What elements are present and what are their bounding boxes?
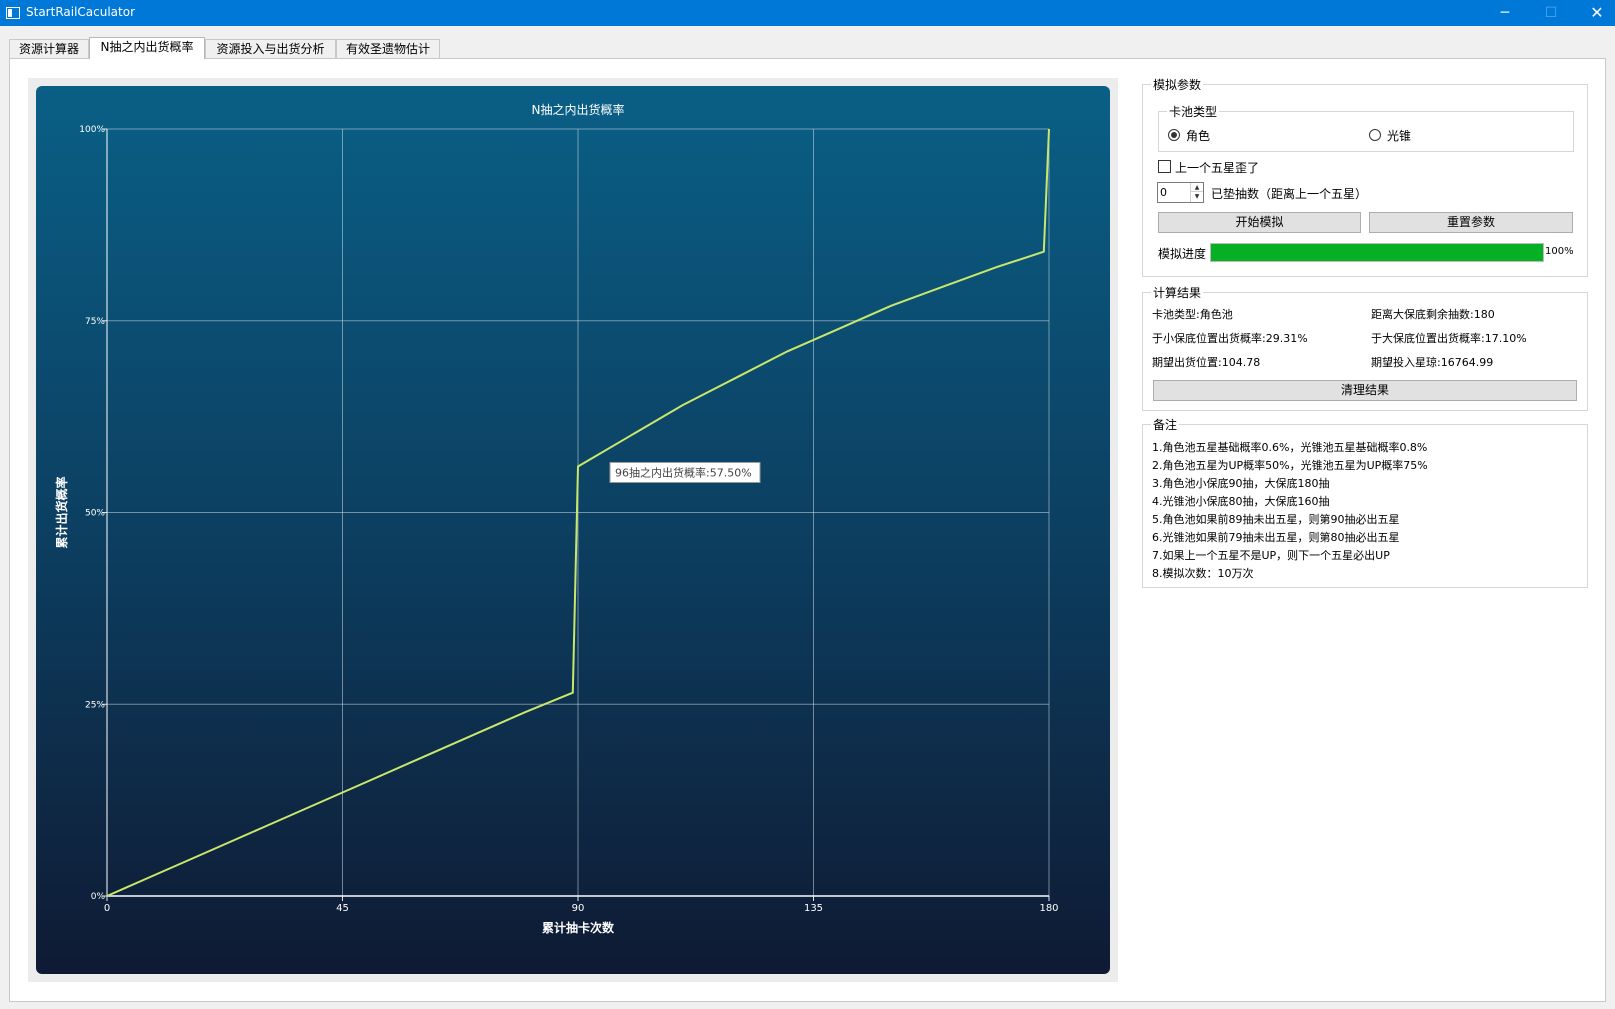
y-tick-label: 0% bbox=[91, 892, 106, 902]
x-tick-label: 90 bbox=[572, 903, 585, 914]
y-tick-label: 100% bbox=[79, 125, 105, 135]
minimize-button[interactable]: ─ bbox=[1500, 5, 1510, 21]
y-axis-label: 累计出货概率 bbox=[54, 476, 69, 548]
note-item: 6.光锥池如果前79抽未出五星，则第80抽必出五星 bbox=[1152, 531, 1400, 544]
maximize-button[interactable]: ☐ bbox=[1544, 5, 1558, 21]
y-tick-label: 50% bbox=[85, 509, 105, 519]
notes-group: 备注 bbox=[1142, 416, 1588, 588]
tab-resource-calculator[interactable]: 资源计算器 bbox=[9, 39, 89, 59]
probability-line bbox=[106, 128, 1050, 897]
tab-relic-estimate[interactable]: 有效圣遗物估计 bbox=[336, 39, 440, 59]
reset-params-button[interactable]: 重置参数 bbox=[1369, 212, 1573, 233]
y-tick-label: 25% bbox=[85, 700, 105, 710]
radio-character-label: 角色 bbox=[1186, 129, 1211, 143]
tab-n-pull-probability[interactable]: N抽之内出货概率 bbox=[89, 37, 205, 59]
close-button[interactable]: ✕ bbox=[1590, 3, 1604, 22]
result-pool-type: 卡池类型:角色池 bbox=[1152, 308, 1233, 321]
app-icon bbox=[6, 7, 20, 19]
note-item: 2.角色池五星为UP概率50%，光锥池五星为UP概率75% bbox=[1152, 459, 1428, 472]
x-tick-label: 180 bbox=[1039, 903, 1058, 914]
start-simulation-button[interactable]: 开始模拟 bbox=[1158, 212, 1361, 233]
title-bar: StartRailCaculator ─ ☐ ✕ bbox=[0, 0, 1615, 26]
result-remaining-pity: 距离大保底剩余抽数:180 bbox=[1371, 308, 1495, 321]
radio-lightcone-label: 光锥 bbox=[1387, 129, 1412, 143]
y-tick-label: 75% bbox=[85, 317, 105, 327]
progress-percent: 100% bbox=[1545, 246, 1574, 257]
x-tick-label: 45 bbox=[336, 903, 349, 914]
x-tick-label: 135 bbox=[804, 903, 823, 914]
sim-params-title: 模拟参数 bbox=[1151, 76, 1204, 93]
pool-type-group: 卡池类型 bbox=[1158, 103, 1574, 152]
note-item: 7.如果上一个五星不是UP，则下一个五星必出UP bbox=[1152, 549, 1390, 562]
simulation-progress-bar bbox=[1210, 243, 1544, 262]
clear-results-button[interactable]: 清理结果 bbox=[1153, 380, 1577, 401]
probability-chart: 0 45 90 135 180 0% 25% 50% 75% 100% N抽之内出货概率累计抽卡次数… bbox=[54, 102, 1059, 935]
pity-count-input[interactable] bbox=[1160, 184, 1188, 201]
chart-title: N抽之内出货概率 bbox=[532, 102, 625, 117]
tooltip-text: 96抽之内出货概率:57.50% bbox=[615, 465, 752, 479]
pity-count-label: 已垫抽数（距离上一个五星） bbox=[1211, 187, 1368, 201]
radio-character[interactable] bbox=[1168, 129, 1180, 141]
note-item: 8.模拟次数：10万次 bbox=[1152, 567, 1254, 580]
chart-area: 0 45 90 135 180 0% 25% 50% 75% 100% N抽之内出货概率 累计抽卡次数… bbox=[36, 86, 1110, 974]
tab-resource-analysis[interactable]: 资源投入与出货分析 bbox=[205, 39, 336, 59]
progress-label: 模拟进度 bbox=[1158, 247, 1207, 261]
last-five-star-lost-label: 上一个五星歪了 bbox=[1175, 161, 1260, 175]
pity-count-spinbox[interactable]: ▲ ▼ bbox=[1157, 182, 1204, 203]
notes-title: 备注 bbox=[1151, 416, 1180, 433]
pool-type-title: 卡池类型 bbox=[1167, 103, 1220, 120]
spin-down-icon[interactable]: ▼ bbox=[1194, 193, 1200, 200]
result-hard-pity-rate: 于大保底位置出货概率:17.10% bbox=[1371, 332, 1527, 345]
last-five-star-lost-checkbox[interactable] bbox=[1158, 160, 1171, 173]
spin-up-icon[interactable]: ▲ bbox=[1191, 183, 1203, 192]
result-expected-cost: 期望投入星琼:16764.99 bbox=[1371, 356, 1494, 369]
note-item: 4.光锥池小保底80抽，大保底160抽 bbox=[1152, 495, 1330, 508]
progress-fill bbox=[1211, 244, 1543, 261]
window-title: StartRailCaculator bbox=[26, 5, 136, 19]
note-item: 3.角色池小保底90抽，大保底180抽 bbox=[1152, 477, 1330, 490]
tooltip-box bbox=[609, 461, 761, 483]
x-tick-label: 0 bbox=[104, 903, 110, 914]
radio-lightcone[interactable] bbox=[1369, 129, 1381, 141]
spin-arrows: ▲ ▼ bbox=[1190, 183, 1203, 202]
note-item: 1.角色池五星基础概率0.6%，光锥池五星基础概率0.8% bbox=[1152, 441, 1428, 454]
result-soft-pity-rate: 于小保底位置出货概率:29.31% bbox=[1152, 332, 1308, 345]
x-axis-label: 累计抽卡次数 bbox=[542, 920, 615, 935]
note-item: 5.角色池如果前89抽未出五星，则第90抽必出五星 bbox=[1152, 513, 1400, 526]
results-title: 计算结果 bbox=[1151, 284, 1204, 301]
result-expected-position: 期望出货位置:104.78 bbox=[1152, 356, 1261, 369]
